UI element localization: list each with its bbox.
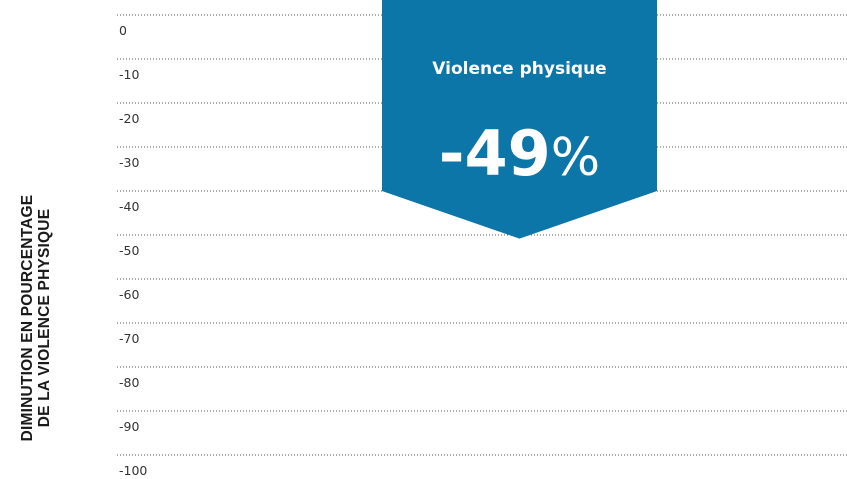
y-tick-label: -60	[119, 287, 139, 302]
callout-value: -49%	[439, 117, 600, 190]
callout-title: Violence physique	[432, 59, 606, 79]
callout: Violence physique -49%	[382, 0, 657, 239]
callout-unit: %	[551, 128, 600, 188]
y-tick-label: -10	[119, 67, 139, 82]
y-tick-label: 0	[119, 23, 127, 38]
y-tick-label: -80	[119, 375, 139, 390]
callout-banner	[382, 0, 657, 239]
y-tick-labels: 0 -10 -20 -30 -40 -50 -60 -70 -80 -90 -100	[119, 23, 147, 478]
y-tick-label: -30	[119, 155, 139, 170]
callout-number: -49	[439, 117, 551, 190]
y-tick-label: -40	[119, 199, 139, 214]
y-tick-label: -20	[119, 111, 139, 126]
y-tick-label: -70	[119, 331, 139, 346]
y-tick-label: -100	[119, 463, 147, 478]
y-tick-label: -90	[119, 419, 139, 434]
y-tick-label: -50	[119, 243, 139, 258]
